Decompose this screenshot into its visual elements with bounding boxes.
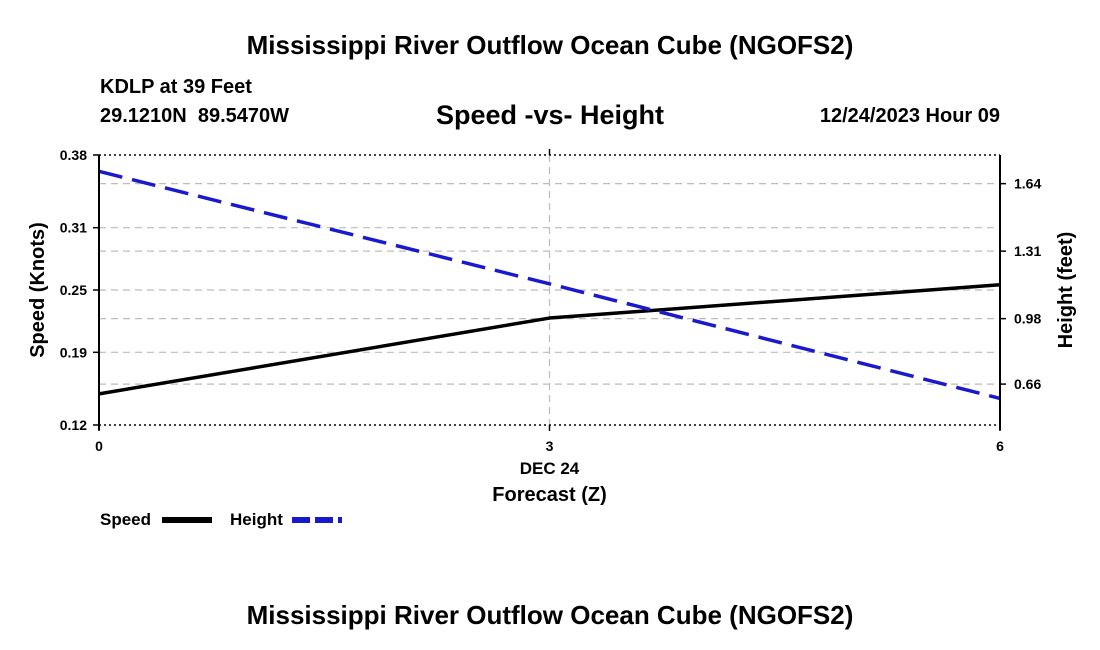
x-axis-title: Forecast (Z) [492, 484, 606, 506]
station-coordinates: 29.1210N 89.5470W [100, 105, 290, 127]
legend-layer: Speed Height [100, 510, 342, 529]
y-right-tick-label: 1.64 [1014, 176, 1041, 192]
grid-layer [99, 155, 1000, 425]
y-right-tick-label: 0.66 [1014, 376, 1041, 392]
labels-layer: 0.12 0.19 0.25 0.31 0.38 0.66 0.98 1.31 1.64 0 3 6 D… [27, 147, 1077, 506]
legend-label-height: Height [230, 510, 283, 529]
y-right-tick-label: 0.98 [1014, 311, 1041, 327]
y-left-tick-label: 0.25 [60, 282, 87, 298]
x-date-label: DEC 24 [520, 459, 580, 478]
y-right-tick-label: 1.31 [1014, 243, 1041, 259]
series-layer [98, 169, 1001, 401]
y-right-axis-title: Height (feet) [1055, 232, 1077, 349]
axes-layer [93, 149, 1006, 431]
station-label: KDLP at 39 Feet [100, 76, 252, 98]
forecast-timestamp: 12/24/2023 Hour 09 [819, 105, 1000, 127]
x-tick-label: 3 [546, 438, 554, 454]
y-left-tick-label: 0.31 [60, 220, 87, 236]
y-left-axis-title: Speed (Knots) [27, 222, 49, 358]
y-left-tick-label: 0.38 [60, 147, 87, 163]
x-tick-label: 6 [996, 438, 1004, 454]
main-title: Mississippi River Outflow Ocean Cube (NG… [246, 30, 854, 60]
y-left-tick-label: 0.12 [60, 417, 87, 433]
legend-label-speed: Speed [100, 510, 151, 529]
footer-title: Mississippi River Outflow Ocean Cube (NG… [246, 600, 854, 630]
x-tick-label: 0 [95, 438, 103, 454]
series-line-speed [98, 283, 1001, 396]
chart-title: Speed -vs- Height [435, 100, 665, 130]
series-line-height [98, 169, 1001, 401]
y-left-tick-label: 0.19 [60, 344, 87, 360]
